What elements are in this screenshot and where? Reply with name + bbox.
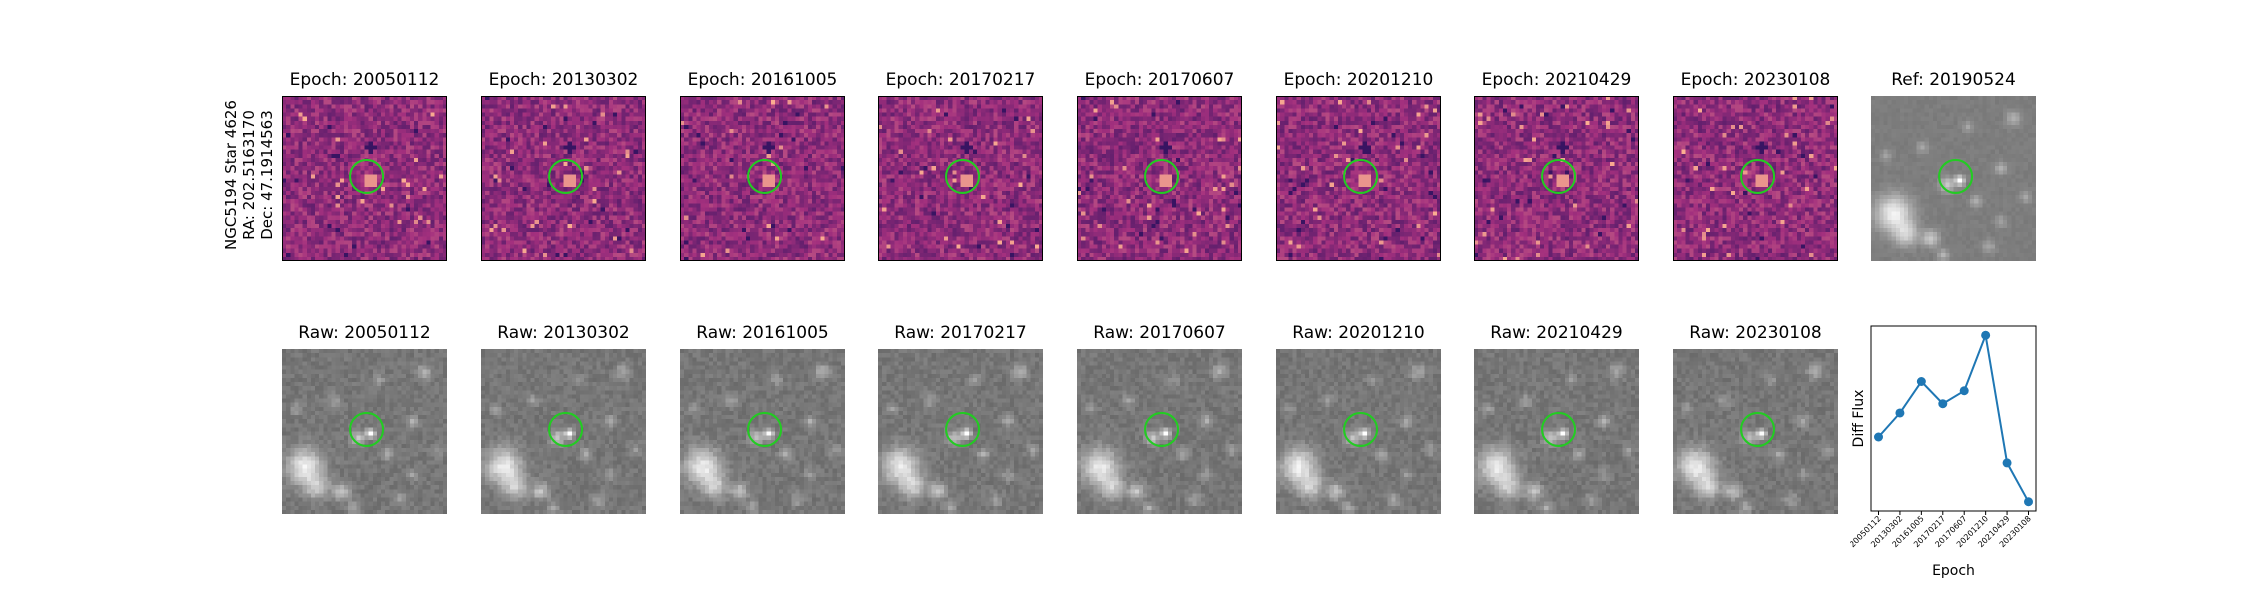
raw-image [878,349,1043,514]
raw-panel-title: Raw: 20210429 [1447,323,1667,343]
diff-image-panel [481,96,646,261]
target-circle [1343,158,1379,194]
diff-panel-title: Epoch: 20050112 [255,70,475,90]
raw-panel-title: Raw: 20050112 [255,323,475,343]
target-circle [1144,411,1180,447]
diff-panel-title: Epoch: 20201210 [1249,70,1469,90]
raw-image [680,349,845,514]
target-circle [1740,411,1776,447]
raw-image-panel [481,349,646,514]
chart-point [1938,399,1948,409]
raw-image [1474,349,1639,514]
raw-image-panel [1276,349,1441,514]
diff-panel-title: Epoch: 20210429 [1447,70,1667,90]
star-name: NGC5194 Star 4626 [222,55,240,295]
raw-image [1077,349,1242,514]
raw-image-panel [680,349,845,514]
diff-panel-title: Epoch: 20161005 [653,70,873,90]
raw-image-panel [1673,349,1838,514]
raw-panel-title: Raw: 20230108 [1646,323,1866,343]
target-circle [548,158,584,194]
diff-image [680,96,845,261]
diff-image [878,96,1043,261]
target-circle [945,411,981,447]
raw-image [282,349,447,514]
diff-panel-title: Epoch: 20170217 [851,70,1071,90]
chart-point [1959,386,1969,396]
diff-image-panel [282,96,447,261]
raw-image [1673,349,1838,514]
target-circle [747,411,783,447]
diff-panel-title: Epoch: 20170607 [1050,70,1270,90]
diff-image [282,96,447,261]
raw-image-panel [878,349,1043,514]
diff-panel-title: Epoch: 20230108 [1646,70,1866,90]
diff-image [1673,96,1838,261]
diff-panel-title: Epoch: 20130302 [454,70,674,90]
diff-image [1276,96,1441,261]
target-circle [548,411,584,447]
star-dec: Dec: 47.1914563 [258,55,276,295]
diff-image [1474,96,1639,261]
target-circle [349,411,385,447]
diff-image-panel [680,96,845,261]
raw-image-panel [1474,349,1639,514]
raw-image-panel [1077,349,1242,514]
raw-image-panel [282,349,447,514]
raw-panel-title: Raw: 20201210 [1249,323,1469,343]
diff-image-panel [1077,96,1242,261]
diff-image-panel [878,96,1043,261]
raw-panel-title: Raw: 20170217 [851,323,1071,343]
diff-image [1077,96,1242,261]
ref-image-panel [1871,96,2036,261]
chart-point [1895,408,1905,418]
chart-point [1916,377,1926,386]
chart-point [2002,458,2012,468]
target-circle [945,158,981,194]
star-ra: RA: 202.5163170 [240,55,258,295]
light-curve-chart: 2005011220130302201610052017021720170607… [1850,325,2037,579]
target-circle [1343,411,1379,447]
chart-point [2024,497,2033,507]
chart-y-axis-label: Diff Flux [1851,390,1867,448]
raw-panel-title: Raw: 20130302 [454,323,674,343]
target-circle [1541,158,1577,194]
target-circle [1740,158,1776,194]
target-circle [1541,411,1577,447]
raw-panel-title: Raw: 20170607 [1050,323,1270,343]
chart-point [1874,432,1883,442]
diff-image [481,96,646,261]
raw-panel-title: Raw: 20161005 [653,323,873,343]
diff-image-panel [1276,96,1441,261]
ref-image [1871,96,2036,261]
chart-series-line [1877,331,2030,503]
raw-image [481,349,646,514]
chart-axes-frame [1870,325,2037,512]
raw-image [1276,349,1441,514]
target-circle [747,158,783,194]
chart-point [1981,330,1991,340]
chart-x-axis-label: Epoch [1932,563,1975,579]
ref-panel-title: Ref: 20190524 [1844,70,2064,90]
target-circle [1938,158,1974,194]
diff-image-panel [1474,96,1639,261]
target-circle [349,158,385,194]
target-circle [1144,158,1180,194]
diff-image-panel [1673,96,1838,261]
